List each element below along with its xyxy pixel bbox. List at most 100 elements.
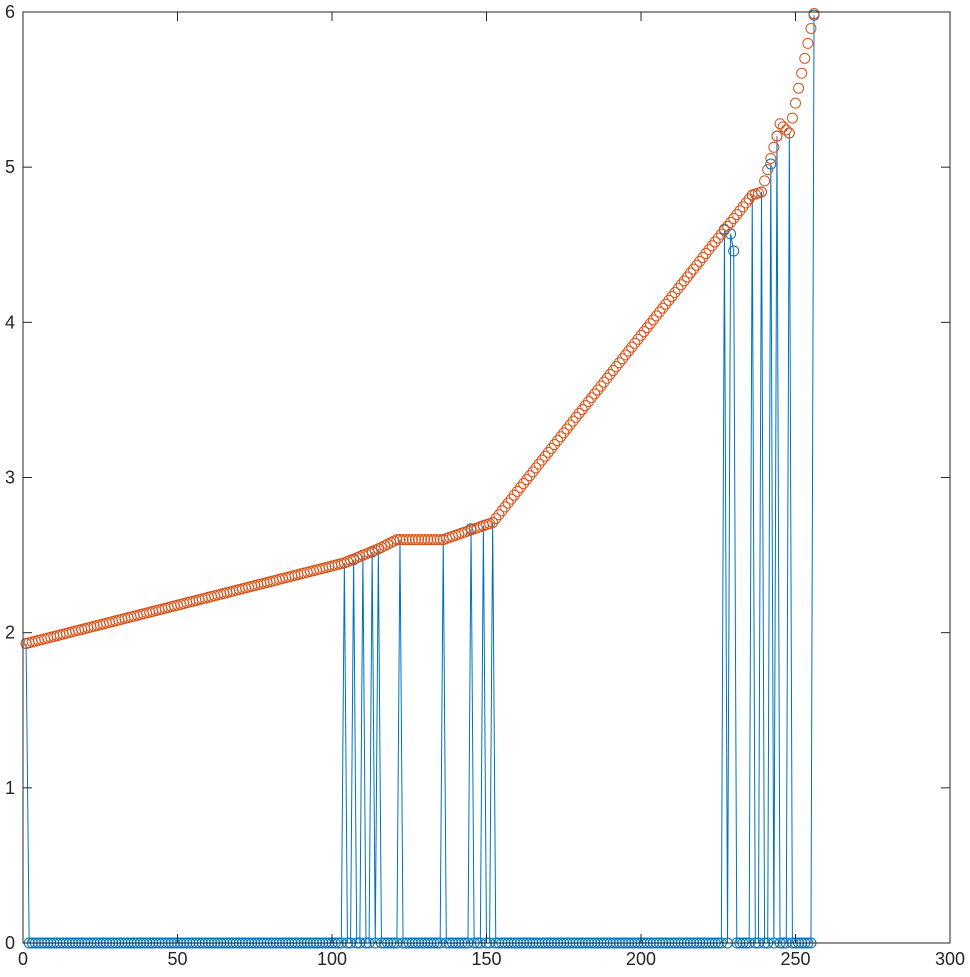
series-2-point — [548, 439, 560, 451]
series-2-point — [416, 534, 428, 546]
series-2-point — [669, 287, 681, 299]
plot-background — [23, 12, 950, 943]
series-2-point — [592, 384, 604, 396]
series-2-point — [518, 478, 530, 490]
series-2-point — [409, 534, 421, 546]
y-tick-label: 0 — [5, 933, 15, 953]
y-tick-label: 3 — [5, 468, 15, 488]
series-2-point — [493, 509, 505, 521]
axes-layer: 0 50 100 150 200 250 300 0 1 2 3 4 5 6 — [5, 2, 965, 969]
series-2-point — [490, 513, 502, 525]
series-2-point — [579, 400, 591, 412]
series-2-point — [419, 534, 431, 546]
series-2-point — [570, 411, 582, 423]
series-2-point — [638, 326, 650, 338]
series-2-point — [595, 380, 607, 392]
series-2-point — [623, 345, 635, 357]
series-2-point — [521, 474, 533, 486]
series-2-point — [709, 236, 721, 248]
x-tick-label: 150 — [471, 949, 501, 969]
series-2-point — [740, 197, 752, 209]
series-2-point — [635, 329, 647, 341]
series-2-point — [728, 212, 740, 224]
series-2-point — [542, 446, 554, 458]
series-1-point — [728, 245, 740, 257]
series-2-point — [610, 361, 622, 373]
series-2-point — [394, 534, 406, 546]
x-tick-label: 250 — [780, 949, 810, 969]
series-2-point — [632, 333, 644, 345]
series-2-point — [799, 52, 811, 64]
series-2-point — [403, 534, 415, 546]
series-2-point — [691, 259, 703, 271]
series-2-point — [672, 283, 684, 295]
series-2-point — [681, 271, 693, 283]
series-2-point — [722, 220, 734, 232]
series-2-point — [697, 251, 709, 263]
series-2-point — [663, 294, 675, 306]
series-2-point — [783, 127, 795, 139]
series-2-point — [576, 403, 588, 415]
series-2-point — [431, 534, 443, 546]
series-2-point — [703, 244, 715, 256]
series-2-point — [790, 97, 801, 109]
series-2-point — [555, 431, 567, 443]
y-tick-label: 4 — [5, 312, 15, 332]
series-2-point — [774, 118, 786, 130]
series-2-markers — [20, 8, 820, 650]
series-2-point — [675, 279, 687, 291]
series-2-point — [539, 450, 551, 462]
series-2-point — [626, 341, 638, 353]
series-2-point — [406, 534, 418, 546]
series-2-point — [780, 124, 792, 136]
series-2-point — [694, 255, 706, 267]
series-2-point — [487, 517, 499, 528]
series-2-point — [759, 175, 771, 187]
series-2-point — [589, 388, 601, 400]
series-2-point — [533, 458, 545, 470]
series-2-point — [688, 263, 700, 275]
series-2-point — [620, 349, 632, 361]
series-2-point — [552, 435, 564, 447]
series-2-point — [413, 534, 425, 546]
series-2-point — [511, 485, 523, 497]
y-tick-label: 6 — [5, 2, 15, 22]
series-2-point — [499, 501, 511, 513]
series-2-point — [505, 493, 517, 505]
series-2-point — [762, 164, 774, 176]
y-tick-label: 5 — [5, 157, 15, 177]
series-2-point — [771, 130, 783, 142]
series-2-point — [564, 419, 576, 431]
series-2-point — [666, 290, 678, 302]
series-2-point — [737, 201, 749, 213]
series-2-point — [397, 534, 409, 546]
x-tick-label: 100 — [317, 949, 347, 969]
series-2-point — [650, 310, 662, 322]
series-2-point — [524, 470, 536, 482]
series-2-point — [678, 275, 690, 287]
y-tick-label: 2 — [5, 623, 15, 643]
series-2-point — [808, 8, 820, 20]
series-2-point — [400, 534, 412, 546]
series-2-point — [647, 314, 659, 326]
series-2-point — [765, 152, 777, 164]
series-2-point — [684, 267, 696, 279]
series-2-point — [660, 298, 672, 310]
series-2-point — [604, 368, 616, 380]
series-2-point — [805, 22, 817, 34]
series-2-point — [796, 67, 808, 79]
series-2-point — [561, 423, 573, 435]
series-2-point — [530, 462, 542, 474]
series-2-point — [718, 224, 730, 236]
series-2-point — [616, 353, 628, 365]
series-1-point — [765, 158, 777, 170]
x-tick-label: 200 — [626, 949, 656, 969]
series-2-point — [601, 372, 613, 384]
series-2-point — [545, 442, 557, 454]
series-2-point — [641, 322, 653, 334]
series-2-point — [527, 466, 539, 478]
series-2-point — [508, 489, 520, 501]
series-2-point — [428, 534, 440, 546]
x-tick-label: 300 — [935, 949, 965, 969]
